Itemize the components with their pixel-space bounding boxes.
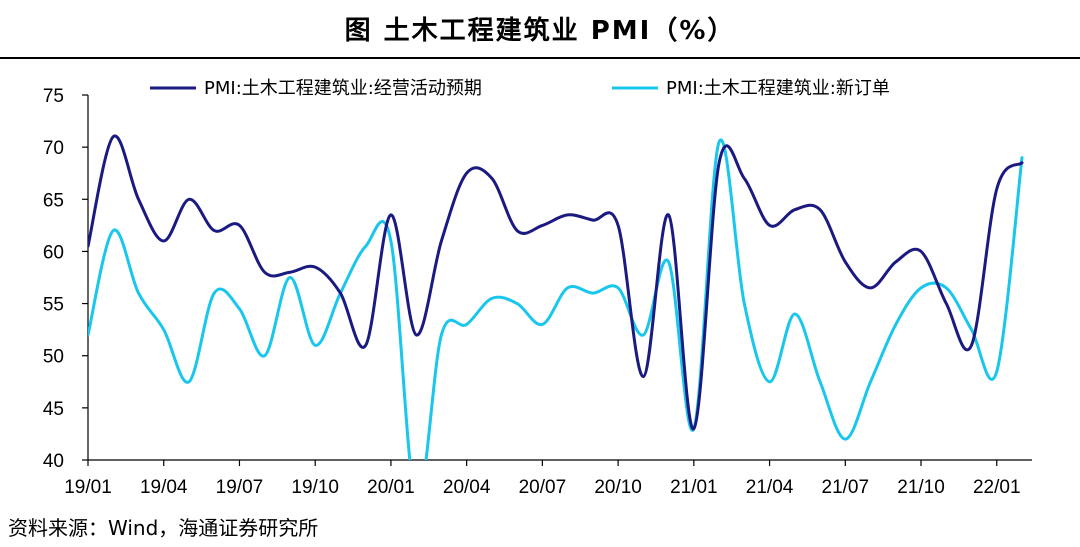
legend-label-new-orders: PMI:土木工程建筑业:新订单 xyxy=(666,78,890,99)
series-line-expectation xyxy=(88,134,1024,431)
x-tick-label: 19/10 xyxy=(291,477,339,498)
line-chart: 40 45 50 55 60 65 70 75 19/01 19/04 19/07 19/10 20/0… xyxy=(43,78,1032,498)
series-layer xyxy=(88,134,1024,460)
x-tick-label: 22/01 xyxy=(973,477,1021,498)
x-tick-label: 20/10 xyxy=(594,477,642,498)
series-line-new-orders xyxy=(88,138,1024,460)
x-tick-label: 20/01 xyxy=(367,477,415,498)
y-tick-label: 40 xyxy=(43,451,64,472)
title-divider xyxy=(0,57,1080,59)
legend-label-expectation: PMI:土木工程建筑业:经营活动预期 xyxy=(204,78,482,99)
y-tick-label: 55 xyxy=(43,295,64,316)
chart-title-bar: 图 土木工程建筑业 PMI（%） xyxy=(0,0,1080,56)
x-tick-label: 19/04 xyxy=(140,477,188,498)
x-tick-label: 19/01 xyxy=(64,477,112,498)
x-tick-label: 21/07 xyxy=(822,477,870,498)
y-tick-label: 75 xyxy=(43,86,64,107)
x-tick-label: 21/04 xyxy=(746,477,794,498)
source-note: 资料来源：Wind，海通证券研究所 xyxy=(8,516,319,540)
y-tick-label: 60 xyxy=(43,242,64,263)
y-tick-label: 45 xyxy=(43,399,64,420)
y-tick-label: 65 xyxy=(43,190,64,211)
x-tick-label: 21/10 xyxy=(897,477,945,498)
y-tick-label: 50 xyxy=(43,347,64,368)
x-tick-label: 21/01 xyxy=(670,477,718,498)
x-tick-label: 20/07 xyxy=(519,477,567,498)
legend: PMI:土木工程建筑业:经营活动预期 PMI:土木工程建筑业:新订单 xyxy=(150,78,890,99)
chart-title: 图 土木工程建筑业 PMI（%） xyxy=(344,15,736,46)
y-tick-label: 70 xyxy=(43,138,64,159)
x-tick-label: 19/07 xyxy=(216,477,264,498)
x-tick-label: 20/04 xyxy=(443,477,491,498)
axes-layer: 40 45 50 55 60 65 70 75 19/01 19/04 19/07 19/10 20/0… xyxy=(43,86,1032,498)
